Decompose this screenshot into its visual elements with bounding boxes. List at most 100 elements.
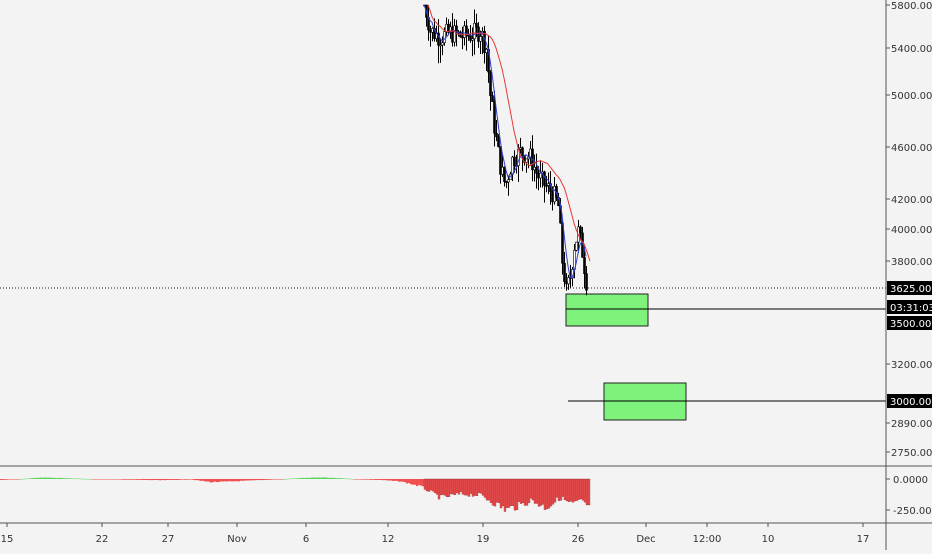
oscillator-bar <box>174 479 176 480</box>
oscillator-bar <box>258 479 260 481</box>
oscillator-bar <box>427 478 431 492</box>
oscillator-bar <box>0 479 2 480</box>
oscillator-bar <box>451 478 455 495</box>
oscillator-bar <box>106 479 108 480</box>
oscillator-bar <box>356 479 358 480</box>
oscillator-bar <box>26 478 28 480</box>
oscillator-bar <box>268 479 270 480</box>
candle-body <box>543 171 546 186</box>
candle-body <box>539 172 542 179</box>
oscillator-bar <box>200 479 202 481</box>
oscillator-bar <box>571 478 575 503</box>
oscillator-bar <box>46 477 48 479</box>
oscillator-bar <box>320 477 322 479</box>
oscillator-bar <box>58 477 60 479</box>
oscillator-bar <box>557 478 561 501</box>
oscillator-layer <box>0 477 591 512</box>
oscillator-bar <box>230 479 232 482</box>
oscillator-bar <box>573 478 577 502</box>
oscillator-bar <box>206 479 208 482</box>
oscillator-bar <box>114 479 116 480</box>
oscillator-bar <box>180 479 182 480</box>
oscillator-bar <box>74 478 76 480</box>
oscillator-bar <box>344 478 346 479</box>
candle-body <box>491 95 494 102</box>
oscillator-bar <box>547 478 551 509</box>
oscillator-bar <box>412 479 414 485</box>
oscillator-bar <box>567 478 571 502</box>
oscillator-bar <box>569 478 573 502</box>
oscillator-bar <box>316 477 318 479</box>
oscillator-bar <box>270 479 272 480</box>
oscillator-bar <box>76 478 78 480</box>
oscillator-bar <box>20 479 22 480</box>
oscillator-bar <box>284 479 286 480</box>
oscillator-bar <box>164 479 166 481</box>
oscillator-bar <box>354 479 356 480</box>
oscillator-bar <box>220 479 222 482</box>
oscillator-bar <box>188 479 190 480</box>
oscillator-bar <box>50 477 52 479</box>
candle-body <box>499 146 502 175</box>
oscillator-bar <box>469 478 473 494</box>
price-tick-label: 2750.00 <box>891 448 932 459</box>
oscillator-bar <box>176 479 178 480</box>
oscillator-bar <box>304 477 306 479</box>
oscillator-bar <box>184 479 186 480</box>
candle-body <box>437 32 440 46</box>
oscillator-bar <box>310 477 312 479</box>
oscillator-bar <box>186 479 188 480</box>
oscillator-bar <box>154 479 156 481</box>
oscillator-bar <box>380 479 382 480</box>
time-tick-label: Dec <box>636 534 655 545</box>
oscillator-bar <box>338 478 340 479</box>
oscillator-bar <box>260 479 262 481</box>
oscillator-bar <box>196 479 198 481</box>
oscillator-bar <box>118 479 120 480</box>
time-tick-label: 10 <box>762 534 775 545</box>
oscillator-bar <box>210 479 212 483</box>
oscillator-bar <box>124 479 126 480</box>
oscillator-bar <box>190 479 192 480</box>
oscillator-bar <box>525 478 529 506</box>
oscillator-bar <box>288 478 290 480</box>
oscillator-bar <box>104 479 106 480</box>
oscillator-bar <box>70 478 72 479</box>
oscillator-bar <box>429 478 433 491</box>
oscillator-bar <box>328 477 330 479</box>
candle-body <box>579 226 582 234</box>
oscillator-bar <box>224 479 226 482</box>
oscillator-bar <box>483 478 487 498</box>
oscillator-bar <box>48 477 50 479</box>
oscillator-bar <box>96 479 98 480</box>
oscillator-bar <box>535 478 539 504</box>
oscillator-bar <box>551 478 555 505</box>
oscillator-bar <box>507 478 511 508</box>
oscillator-bar <box>170 479 172 480</box>
osc-tick-label: 0.0000 <box>893 475 928 486</box>
time-tick-label: 15 <box>1 534 14 545</box>
oscillator-bar <box>473 478 477 496</box>
oscillator-bar <box>262 479 264 481</box>
oscillator-bar <box>475 478 479 496</box>
oscillator-bar <box>60 477 62 479</box>
oscillator-bar <box>40 477 42 479</box>
candle-body <box>493 101 496 134</box>
oscillator-bar <box>404 479 406 483</box>
level-badge <box>887 316 932 330</box>
oscillator-bar <box>212 479 214 483</box>
oscillator-bar <box>517 478 521 502</box>
oscillator-bar <box>66 478 68 479</box>
oscillator-bar <box>423 478 427 490</box>
oscillator-bar <box>533 478 537 504</box>
oscillator-bar <box>44 477 46 479</box>
oscillator-bar <box>577 478 581 500</box>
oscillator-bar <box>541 478 545 505</box>
candle-body <box>473 22 476 40</box>
current-price-label: 3625.00 <box>890 284 931 295</box>
oscillator-bar <box>294 478 296 479</box>
oscillator-bar <box>232 479 234 482</box>
